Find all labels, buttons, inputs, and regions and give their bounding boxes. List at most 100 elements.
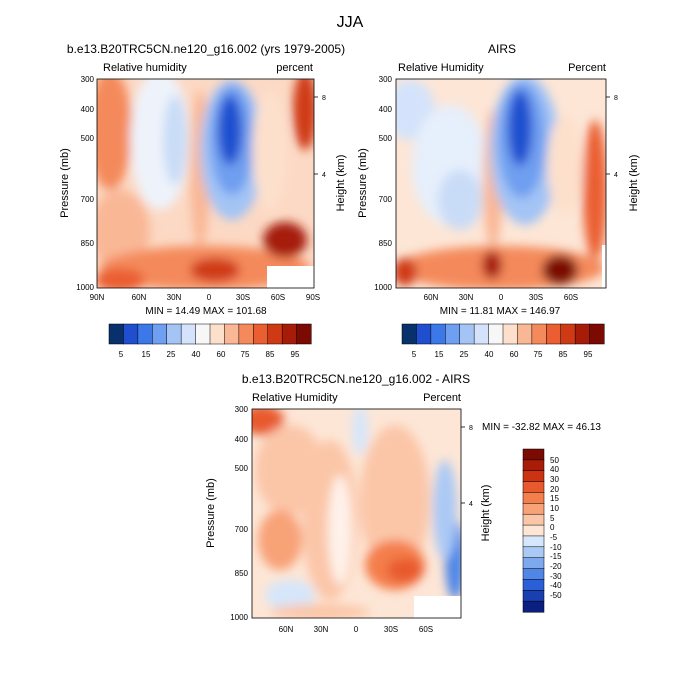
- colorbar-swatch: [401, 323, 417, 345]
- y-tick-label: 300: [81, 75, 95, 84]
- panel2-y-ticks: 300 400 500 700 850 1000: [374, 75, 392, 292]
- panel-difference: b.e13.B20TRC5CN.ne120_g16.002 - AIRS Rel…: [205, 372, 601, 634]
- colorbar-swatch: [522, 546, 545, 559]
- colorbar-label: -10: [550, 543, 562, 552]
- colorbar-swatch: [166, 323, 182, 345]
- colorbar-swatch: [574, 323, 591, 345]
- colorbar-swatch: [522, 579, 545, 591]
- colorbar-swatch: [522, 513, 545, 526]
- page-title: JJA: [337, 14, 364, 31]
- y-tick-label: 850: [81, 239, 95, 248]
- panel3-contour-field: [252, 409, 461, 618]
- colorbar-label: 10: [550, 504, 559, 513]
- colorbar-swatch: [488, 323, 504, 345]
- colorbar-swatch: [123, 323, 139, 345]
- colorbar-label: 60: [510, 350, 519, 359]
- x-tick-label: 90S: [306, 293, 320, 302]
- y-tick-label: 300: [379, 75, 393, 84]
- colorbar-swatch: [137, 323, 153, 345]
- panel1-right-ticks: 8 4: [314, 95, 326, 179]
- colorbar-swatch: [522, 492, 545, 504]
- y-tick-label: 1000: [76, 283, 94, 292]
- panel2-ylabel: Pressure (mb): [357, 148, 369, 218]
- colorbar-swatch: [224, 323, 240, 345]
- colorbar-swatch: [502, 323, 518, 345]
- colorbar-swatch: [522, 459, 545, 472]
- panel1-y-ticks: 300 400 500 700 850 1000: [76, 75, 94, 292]
- y-tick-label: 300: [235, 405, 249, 414]
- colorbar-swatch: [522, 503, 545, 515]
- colorbar-swatch: [522, 481, 545, 494]
- right-tick-label: 8: [469, 425, 473, 432]
- colorbar-label: -50: [550, 591, 562, 600]
- colorbar-swatch: [253, 323, 269, 345]
- panel3-colorbar-labels: 50 40 30 20 15 10 5 0 -5 -10 -15 -20 -30…: [550, 456, 562, 600]
- panel-airs: AIRS Relative Humidity Percent: [357, 42, 640, 359]
- right-tick-label: 4: [469, 501, 473, 508]
- y-tick-label: 400: [379, 105, 393, 114]
- colorbar-label: 0: [550, 523, 555, 532]
- panel2-title: AIRS: [488, 42, 516, 56]
- right-tick-label: 4: [322, 172, 326, 179]
- panel3-right-ticks: 8 4: [461, 425, 473, 508]
- right-tick-label: 8: [322, 95, 326, 102]
- colorbar-label: 75: [241, 350, 250, 359]
- y-tick-label: 850: [379, 239, 393, 248]
- colorbar-swatch: [517, 323, 533, 345]
- colorbar-label: 25: [460, 350, 469, 359]
- panel2-right-axis-label: Height (km): [628, 155, 640, 212]
- x-tick-label: 0: [499, 293, 504, 302]
- panel3-right-axis-label: Height (km): [480, 485, 492, 542]
- y-tick-label: 500: [379, 134, 393, 143]
- x-tick-label: 30S: [529, 293, 543, 302]
- colorbar-swatch: [522, 535, 545, 548]
- panel2-contour-field: [396, 79, 606, 288]
- y-tick-label: 500: [235, 464, 249, 473]
- panel1-stats: MIN = 14.49 MAX = 101.68: [145, 306, 267, 317]
- colorbar-swatch: [238, 323, 254, 345]
- x-tick-label: 60S: [564, 293, 578, 302]
- panel1-frame: [96, 78, 315, 289]
- panel3-right-label: Percent: [423, 392, 461, 404]
- colorbar-label: -20: [550, 562, 562, 571]
- x-tick-label: 30N: [314, 625, 329, 634]
- colorbar-swatch: [296, 323, 312, 345]
- x-tick-label: 30N: [459, 293, 474, 302]
- y-tick-label: 700: [81, 195, 95, 204]
- colorbar-label: 5: [119, 350, 124, 359]
- y-tick-label: 700: [379, 195, 393, 204]
- colorbar-label: 40: [192, 350, 201, 359]
- right-tick-label: 8: [614, 95, 618, 102]
- y-tick-label: 700: [235, 525, 249, 534]
- colorbar-swatch: [522, 448, 545, 461]
- colorbar-swatch: [152, 323, 168, 345]
- colorbar-label: 5: [412, 350, 417, 359]
- panel1-ylabel: Pressure (mb): [59, 148, 71, 218]
- panel2-colorbar: [401, 323, 605, 345]
- x-tick-label: 60N: [132, 293, 147, 302]
- colorbar-label: -40: [550, 581, 562, 590]
- panel1-left-label: Relative humidity: [103, 62, 187, 74]
- colorbar-swatch: [589, 323, 605, 345]
- colorbar-swatch: [522, 524, 545, 537]
- x-tick-label: 60S: [271, 293, 285, 302]
- colorbar-swatch: [522, 568, 545, 580]
- panel2-colorbar-labels: 5 15 25 40 60 75 85 95: [412, 350, 593, 359]
- x-tick-label: 90N: [90, 293, 105, 302]
- y-tick-label: 1000: [230, 613, 248, 622]
- x-tick-label: 30S: [236, 293, 250, 302]
- panel2-left-label: Relative Humidity: [398, 62, 484, 74]
- x-tick-label: 0: [207, 293, 212, 302]
- colorbar-swatch: [195, 323, 211, 345]
- colorbar-swatch: [546, 323, 562, 345]
- panel3-y-ticks: 300 400 500 700 850 1000: [230, 405, 248, 622]
- colorbar-label: 50: [550, 456, 559, 465]
- colorbar-swatch: [522, 590, 545, 602]
- colorbar-swatch: [522, 557, 545, 570]
- panel1-right-label: percent: [276, 62, 313, 74]
- panel3-stats: MIN = -32.82 MAX = 46.13: [482, 422, 601, 433]
- colorbar-label: 60: [217, 350, 226, 359]
- colorbar-label: 95: [291, 350, 300, 359]
- panel3-colorbar: [522, 448, 545, 613]
- panel3-ylabel: Pressure (mb): [205, 478, 217, 548]
